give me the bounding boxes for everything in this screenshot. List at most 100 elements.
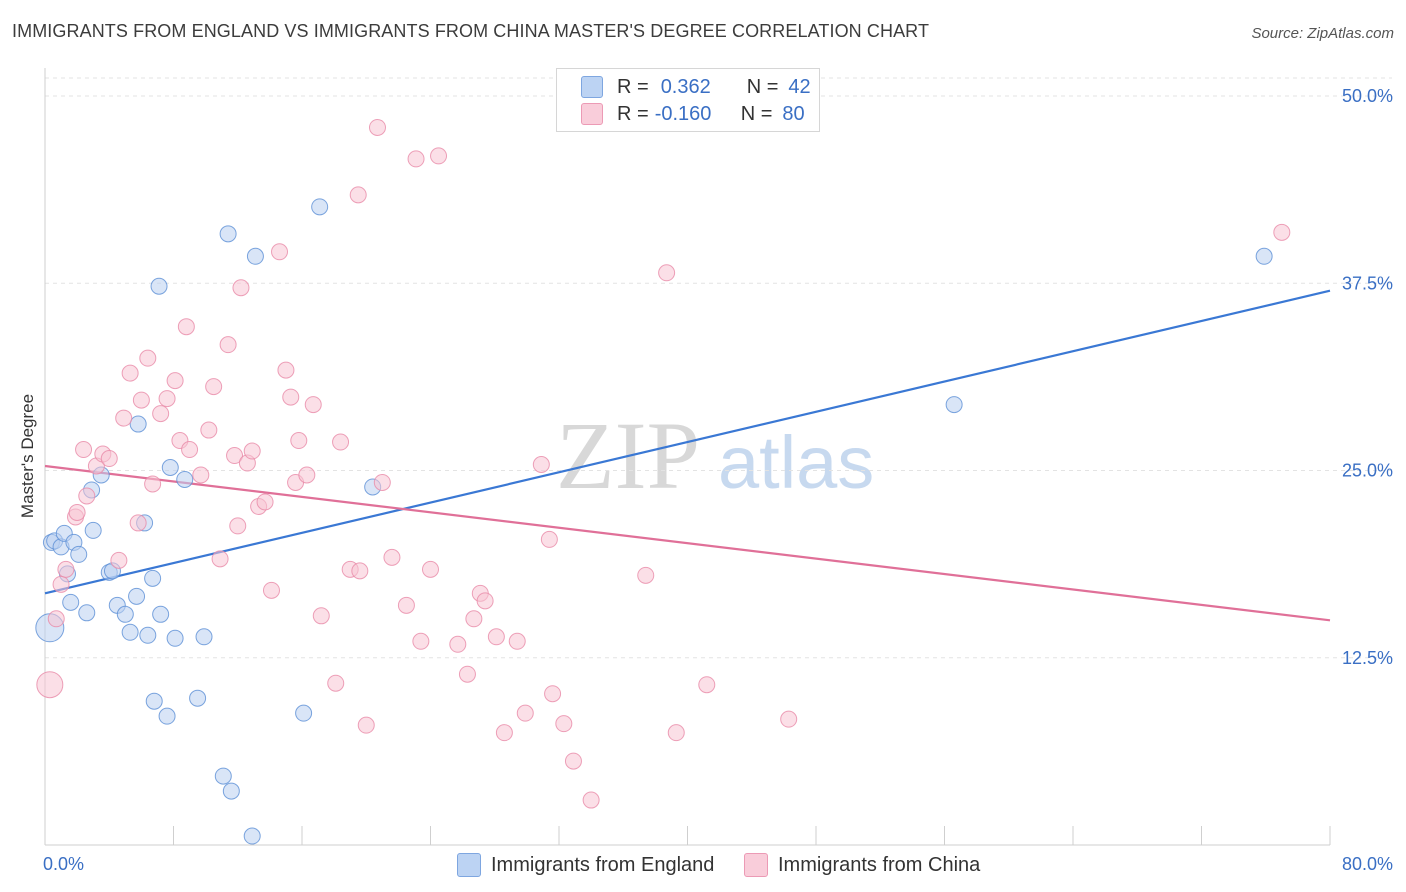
china-point — [555, 715, 573, 733]
china-point — [544, 685, 562, 703]
england-point — [945, 396, 963, 414]
china-point — [75, 441, 93, 459]
china-point — [52, 575, 70, 593]
r-value: 0.362 — [660, 75, 711, 98]
england-point — [158, 707, 176, 725]
china-point — [243, 442, 261, 460]
stats-row-england: R = 0.362 N = 42 — [581, 74, 811, 100]
england-legend-label: Immigrants from England — [491, 853, 715, 876]
england-legend-swatch — [457, 853, 481, 877]
england-point — [243, 827, 261, 845]
china-point — [262, 581, 280, 599]
n-label: N = — [740, 102, 773, 125]
china-point — [540, 530, 558, 548]
y-tick-label: 50.0% — [1342, 86, 1393, 106]
china-point — [256, 493, 274, 511]
china-point — [219, 336, 237, 354]
stats-legend: R = 0.362 N = 42 R = -0.160 N = 80 — [556, 68, 820, 132]
china-point — [166, 372, 184, 390]
china-point — [430, 147, 448, 165]
axes — [44, 68, 1331, 846]
england-point — [214, 767, 232, 785]
china-point — [226, 447, 244, 465]
china-point — [495, 724, 513, 742]
england-point — [70, 545, 88, 563]
china-point — [121, 364, 139, 382]
england-point — [189, 689, 207, 707]
china-point — [412, 632, 430, 650]
china-point — [368, 118, 386, 136]
china-point — [332, 433, 350, 451]
x-tick-label: 80.0% — [1342, 854, 1393, 874]
china-point — [200, 421, 218, 439]
watermark: ZIP atlas — [556, 402, 874, 509]
england-point — [121, 623, 139, 641]
x-tick-label: 0.0% — [43, 854, 84, 874]
china-point — [152, 405, 170, 423]
source-label: Source: ZipAtlas.com — [1251, 25, 1394, 42]
china-point — [351, 562, 369, 580]
england-point — [84, 521, 102, 539]
china-point — [658, 264, 676, 282]
china-point — [100, 450, 118, 468]
china-point — [383, 548, 401, 566]
china-point — [129, 514, 147, 532]
england-swatch — [581, 76, 603, 98]
england-point — [311, 198, 329, 216]
y-axis-label: Master's Degree — [18, 394, 37, 518]
r-label: R = — [617, 102, 649, 125]
england-point — [152, 605, 170, 623]
china-point — [582, 791, 600, 809]
china-point — [449, 635, 467, 653]
china-point — [637, 566, 655, 584]
stats-row-china: R = -0.160 N = 80 — [581, 101, 805, 127]
y-tick-label: 12.5% — [1342, 648, 1393, 668]
china-point — [282, 388, 300, 406]
n-label: N = — [746, 75, 779, 98]
china-point — [516, 704, 534, 722]
england-point — [129, 415, 147, 433]
england-point — [150, 277, 168, 295]
china-point — [422, 560, 439, 578]
china-point — [397, 596, 415, 614]
china-point — [476, 592, 494, 610]
china-point — [465, 610, 483, 628]
gridlines — [45, 77, 1392, 659]
china-point — [1273, 223, 1291, 241]
china-point — [139, 349, 157, 367]
china-point — [564, 752, 582, 770]
china-point — [110, 551, 128, 569]
y-tick-label: 37.5% — [1342, 273, 1393, 293]
n-value: 80 — [782, 102, 805, 125]
england-point — [78, 604, 96, 622]
england-point — [1255, 247, 1273, 265]
china-point — [192, 466, 210, 484]
china-point — [78, 487, 96, 505]
england-point — [144, 569, 162, 587]
england-point — [219, 225, 237, 243]
china-point — [780, 710, 798, 728]
england-point — [195, 628, 213, 646]
china-point — [667, 724, 685, 742]
england-point — [222, 782, 240, 800]
china-point — [698, 676, 716, 694]
china-point — [115, 409, 133, 427]
china-point — [181, 441, 199, 459]
china-point — [349, 186, 367, 204]
china-point — [158, 390, 176, 408]
china-point — [68, 503, 86, 521]
england-point — [139, 626, 157, 644]
england-trend-line — [44, 289, 1331, 595]
china-point — [36, 671, 64, 699]
china-point — [271, 243, 289, 261]
chart-title: IMMIGRANTS FROM ENGLAND VS IMMIGRANTS FR… — [12, 21, 930, 41]
china-trend-line — [44, 464, 1331, 622]
china-point — [312, 607, 330, 625]
data-points — [35, 118, 1291, 845]
n-value: 42 — [788, 75, 811, 98]
china-point — [47, 610, 65, 628]
r-value: -0.160 — [654, 102, 712, 125]
england-point — [161, 459, 179, 477]
england-point — [166, 629, 184, 647]
